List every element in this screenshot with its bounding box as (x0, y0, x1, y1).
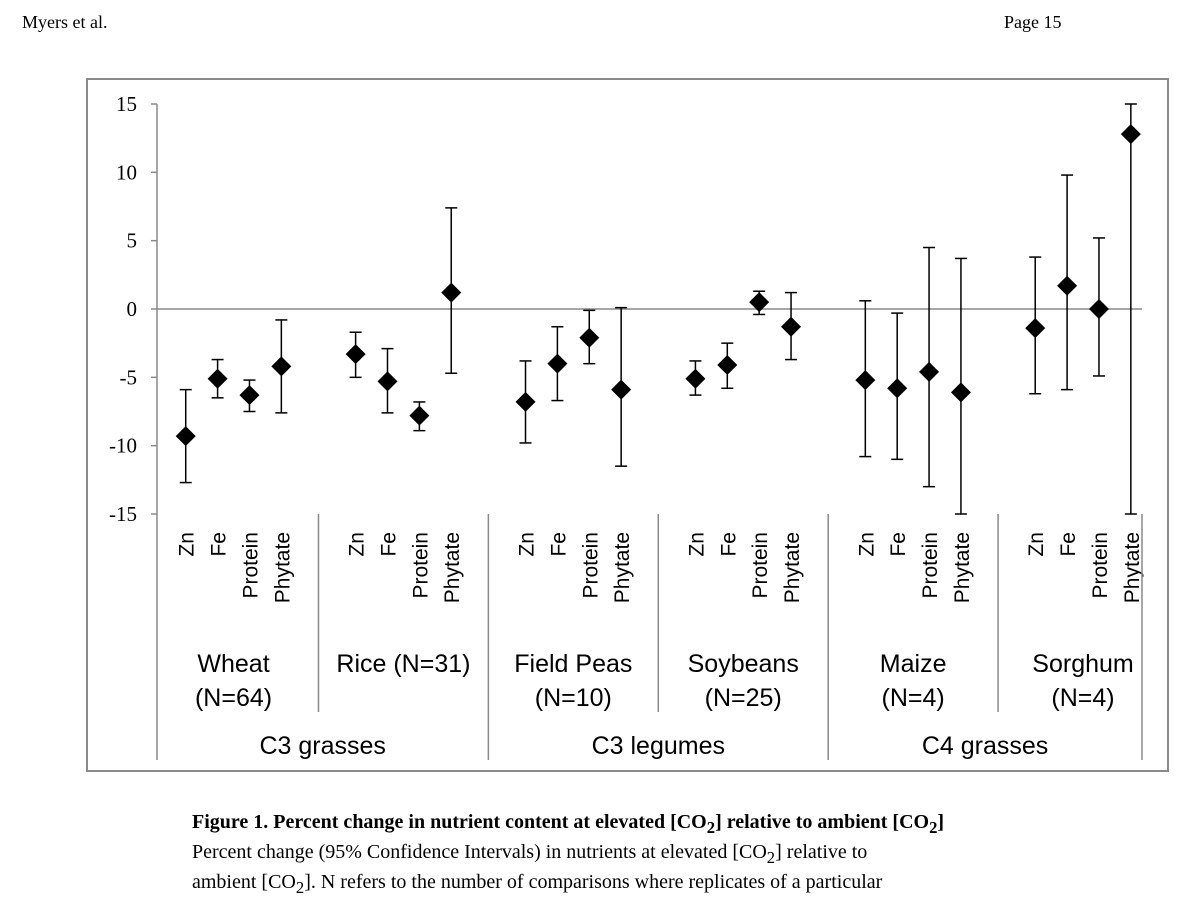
figure-caption-line-2: ambient [CO2]. N refers to the number of… (192, 871, 883, 897)
nutrient-label: Fe (717, 532, 740, 557)
y-tick-label: -15 (109, 502, 137, 526)
nutrient-label: Protein (1089, 532, 1112, 599)
data-point-diamond (271, 356, 292, 377)
data-point-diamond (1088, 299, 1109, 319)
crop-n-label: (N=4) (1051, 684, 1114, 712)
data-point-diamond (685, 368, 706, 389)
data-point-diamond (239, 385, 260, 406)
y-tick-label: 10 (116, 160, 137, 184)
data-point-diamond (409, 405, 430, 426)
nutrient-label: Protein (409, 532, 432, 599)
data-point-diamond (175, 426, 196, 447)
chart: 15 10 5 0 -5 -10 -15 Zn Fe Protein Phytate Zn Fe Prot… (109, 92, 1144, 760)
nutrient-label: Protein (239, 532, 262, 599)
data-point-diamond (377, 371, 398, 392)
nutrient-label: Phytate (781, 532, 804, 603)
crop-label: Maize (880, 650, 947, 678)
nutrient-label: Phytate (441, 532, 464, 603)
nutrient-label: Zn (1025, 532, 1048, 557)
nutrient-label: Fe (887, 532, 910, 557)
nutrient-label: Zn (346, 532, 369, 557)
data-point-diamond (781, 316, 802, 337)
data-point-diamond (515, 391, 536, 412)
data-point-diamond (887, 378, 908, 399)
data-point-diamond (207, 368, 228, 389)
crop-label: Wheat (197, 650, 269, 678)
nutrient-label: Phytate (611, 532, 634, 603)
nutrient-label: Phytate (271, 532, 294, 603)
nutrient-label: Protein (919, 532, 942, 599)
crop-n-label: (N=4) (882, 684, 945, 712)
data-point-diamond (1057, 275, 1078, 296)
nutrient-label: Zn (516, 532, 539, 557)
nutrient-label: Fe (1057, 532, 1080, 557)
nutrient-label: Fe (208, 532, 231, 557)
crop-n-label: (N=25) (705, 684, 782, 712)
data-point-diamond (717, 355, 738, 376)
nutrient-label: Protein (579, 532, 602, 599)
nutrient-label: Phytate (1121, 532, 1144, 603)
data-point-diamond (1025, 318, 1046, 339)
y-tick-label: 5 (127, 229, 138, 253)
y-tick-label: -5 (120, 365, 138, 389)
crop-n-label: (N=64) (195, 684, 272, 712)
data-point-diamond (441, 282, 462, 303)
data-point-diamond (855, 370, 876, 391)
chart-frame: 15 10 5 0 -5 -10 -15 Zn Fe Protein Phytate Zn Fe Prot… (86, 78, 1169, 772)
data-point-diamond (547, 353, 568, 374)
figure-caption-title: Figure 1. Percent change in nutrient con… (192, 811, 945, 837)
crop-label: Field Peas (514, 650, 632, 678)
nutrient-label: Zn (176, 532, 199, 557)
data-point-diamond (579, 327, 600, 348)
data-point-diamond (919, 361, 940, 382)
nutrient-label: Fe (547, 532, 570, 557)
group-label: C3 grasses (259, 732, 385, 760)
crop-label: Sorghum (1032, 650, 1133, 678)
data-point-diamond (345, 344, 366, 365)
crop-label: Soybeans (688, 650, 799, 678)
nutrient-label: Protein (749, 532, 772, 599)
nutrient-label: Fe (377, 532, 400, 557)
nutrient-label: Zn (855, 532, 878, 557)
figure-caption-line-1: Percent change (95% Confidence Intervals… (192, 841, 868, 867)
group-label: C3 legumes (592, 732, 725, 760)
y-tick-label: 15 (116, 92, 137, 116)
data-point-diamond (950, 382, 971, 403)
data-point-diamond (1120, 124, 1141, 145)
header-page-number: Page 15 (1004, 12, 1062, 32)
data-point-diamond (749, 292, 770, 313)
crop-label: Rice (N=31) (336, 650, 470, 678)
header-author: Myers et al. (22, 12, 108, 32)
y-tick-label: -10 (109, 434, 137, 458)
nutrient-label: Zn (685, 532, 708, 557)
data-point-diamond (611, 379, 632, 400)
nutrient-label: Phytate (951, 532, 974, 603)
y-tick-label: 0 (127, 297, 138, 321)
group-label: C4 grasses (922, 732, 1048, 760)
crop-n-label: (N=10) (535, 684, 612, 712)
